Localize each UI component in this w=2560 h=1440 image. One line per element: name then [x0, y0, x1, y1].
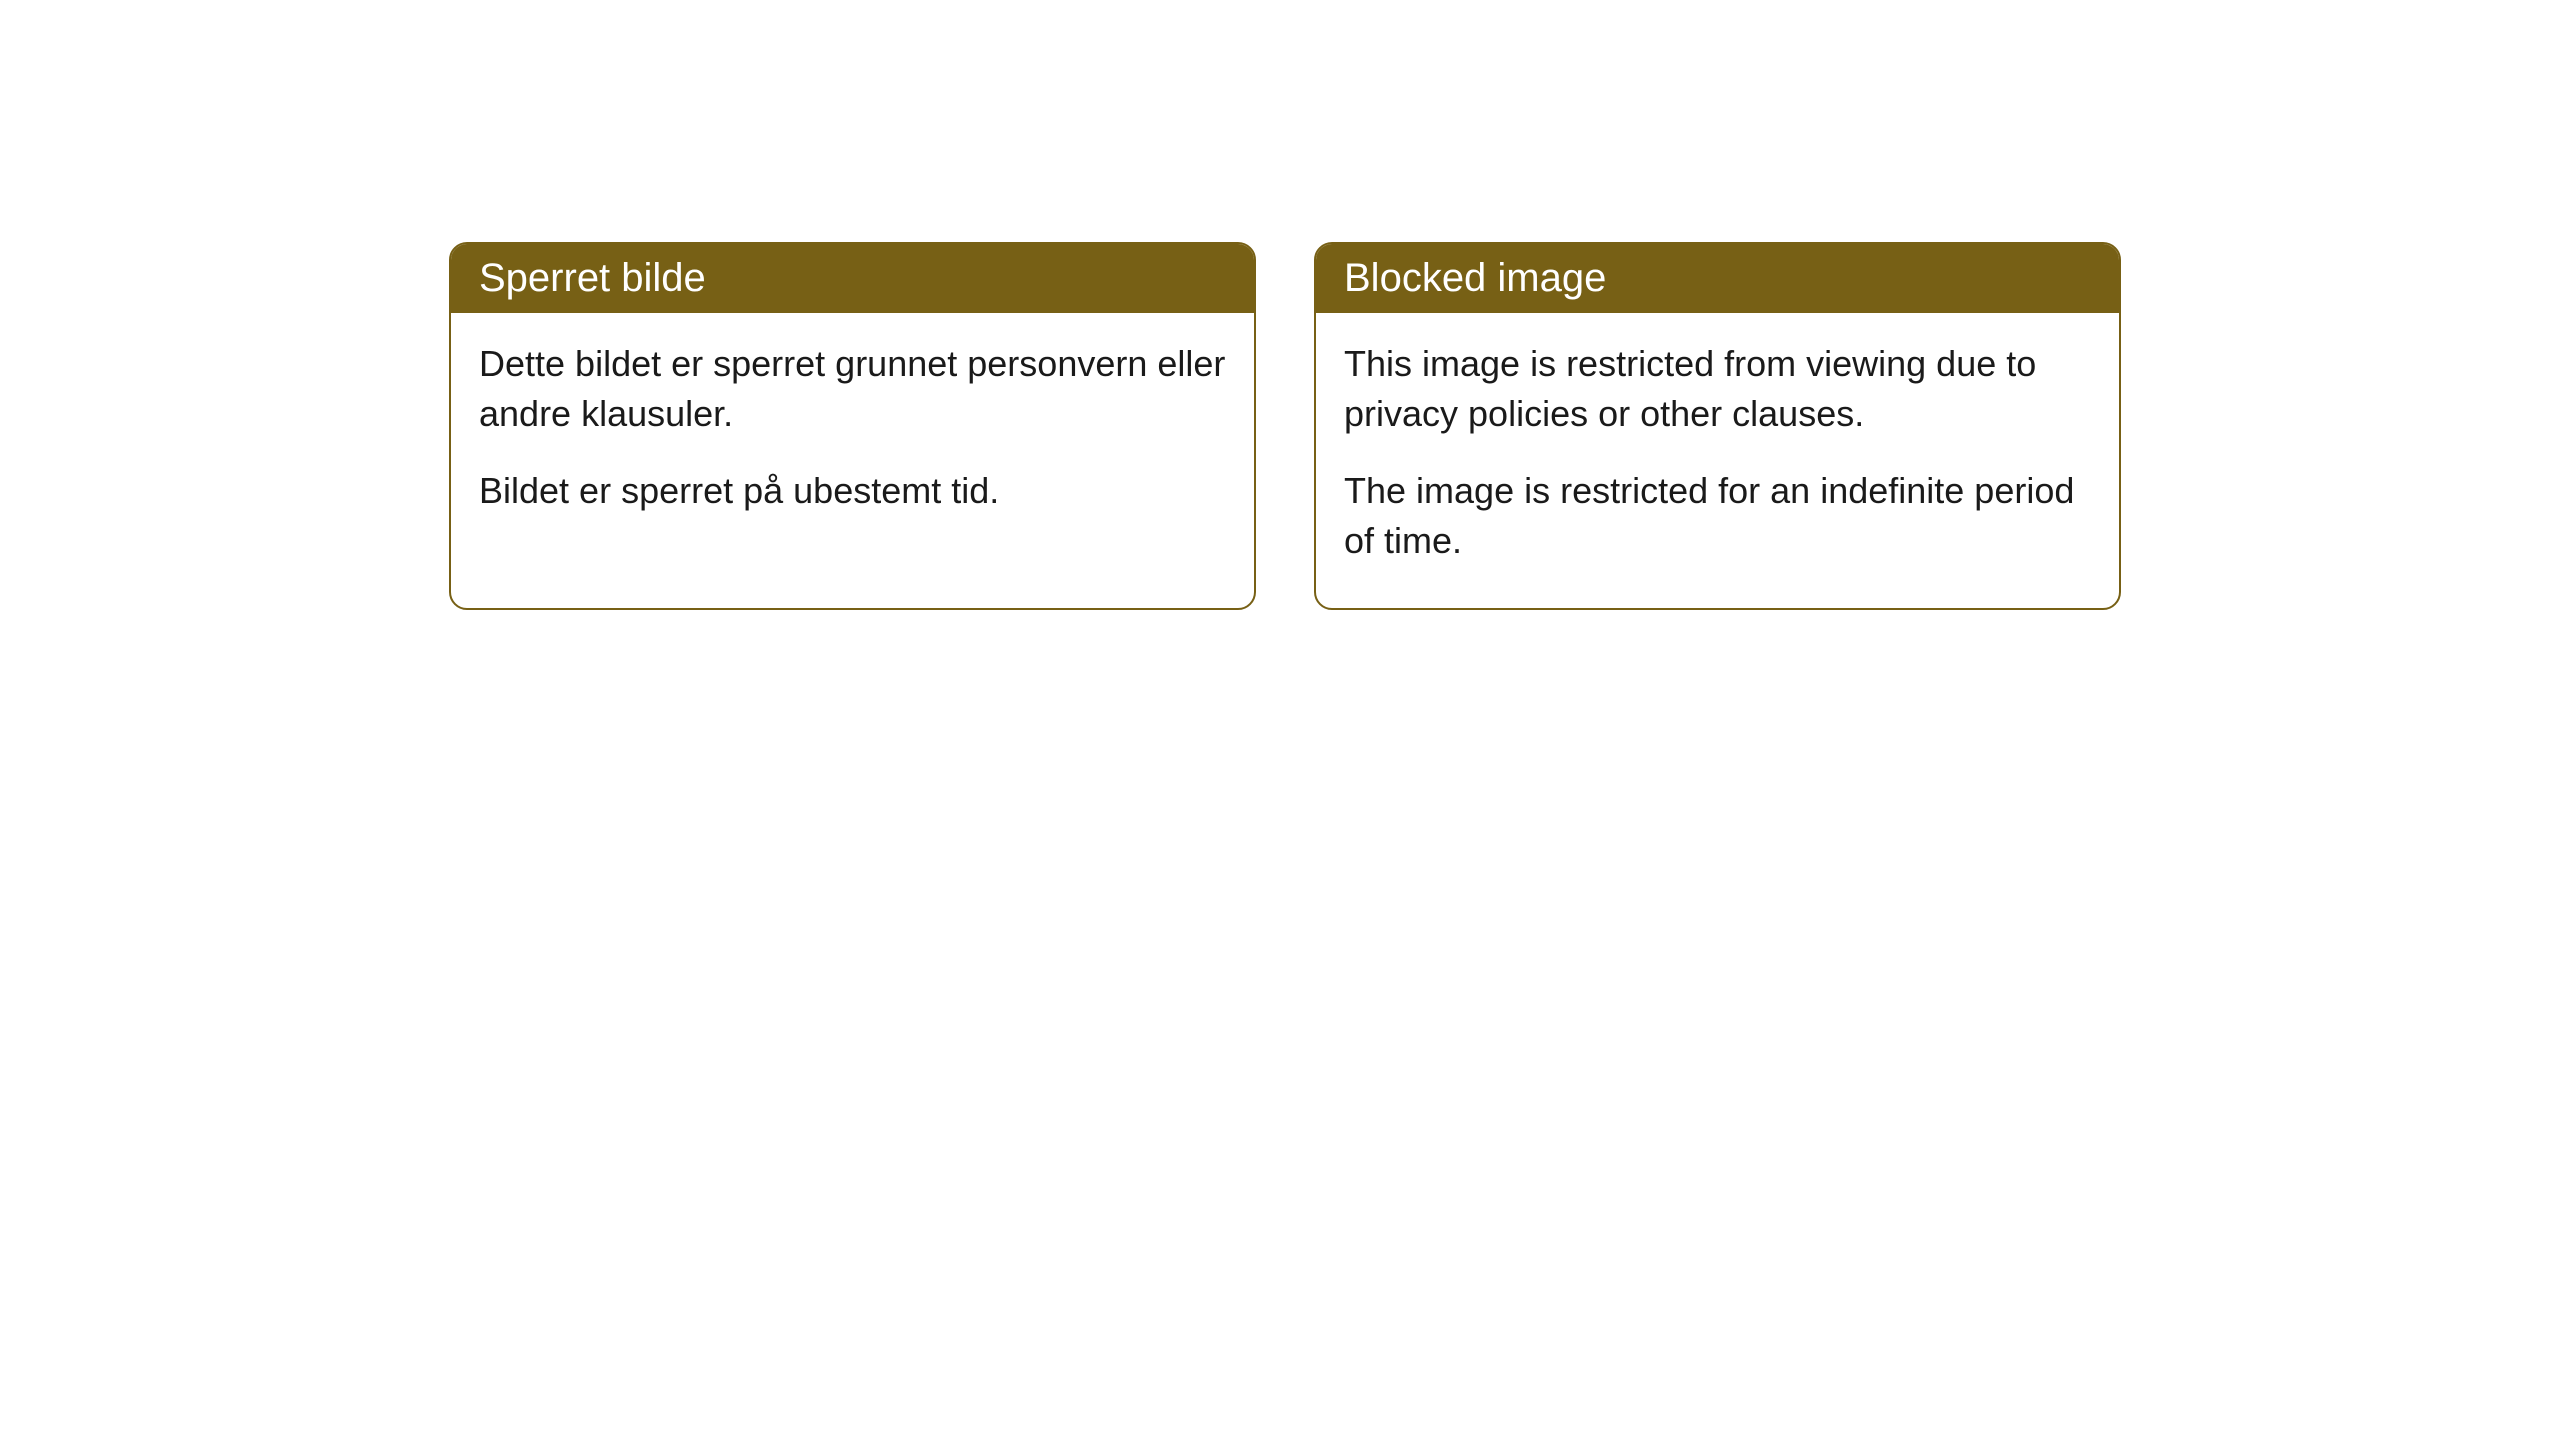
card-header: Blocked image	[1316, 244, 2119, 313]
card-paragraph: Dette bildet er sperret grunnet personve…	[479, 339, 1226, 438]
card-paragraph: Bildet er sperret på ubestemt tid.	[479, 466, 1226, 516]
notice-cards-container: Sperret bilde Dette bildet er sperret gr…	[449, 242, 2121, 610]
card-paragraph: This image is restricted from viewing du…	[1344, 339, 2091, 438]
blocked-image-card-en: Blocked image This image is restricted f…	[1314, 242, 2121, 610]
blocked-image-card-no: Sperret bilde Dette bildet er sperret gr…	[449, 242, 1256, 610]
card-paragraph: The image is restricted for an indefinit…	[1344, 466, 2091, 565]
card-title: Blocked image	[1344, 256, 1606, 300]
card-body: This image is restricted from viewing du…	[1316, 313, 2119, 608]
card-body: Dette bildet er sperret grunnet personve…	[451, 313, 1254, 558]
card-title: Sperret bilde	[479, 256, 706, 300]
card-header: Sperret bilde	[451, 244, 1254, 313]
